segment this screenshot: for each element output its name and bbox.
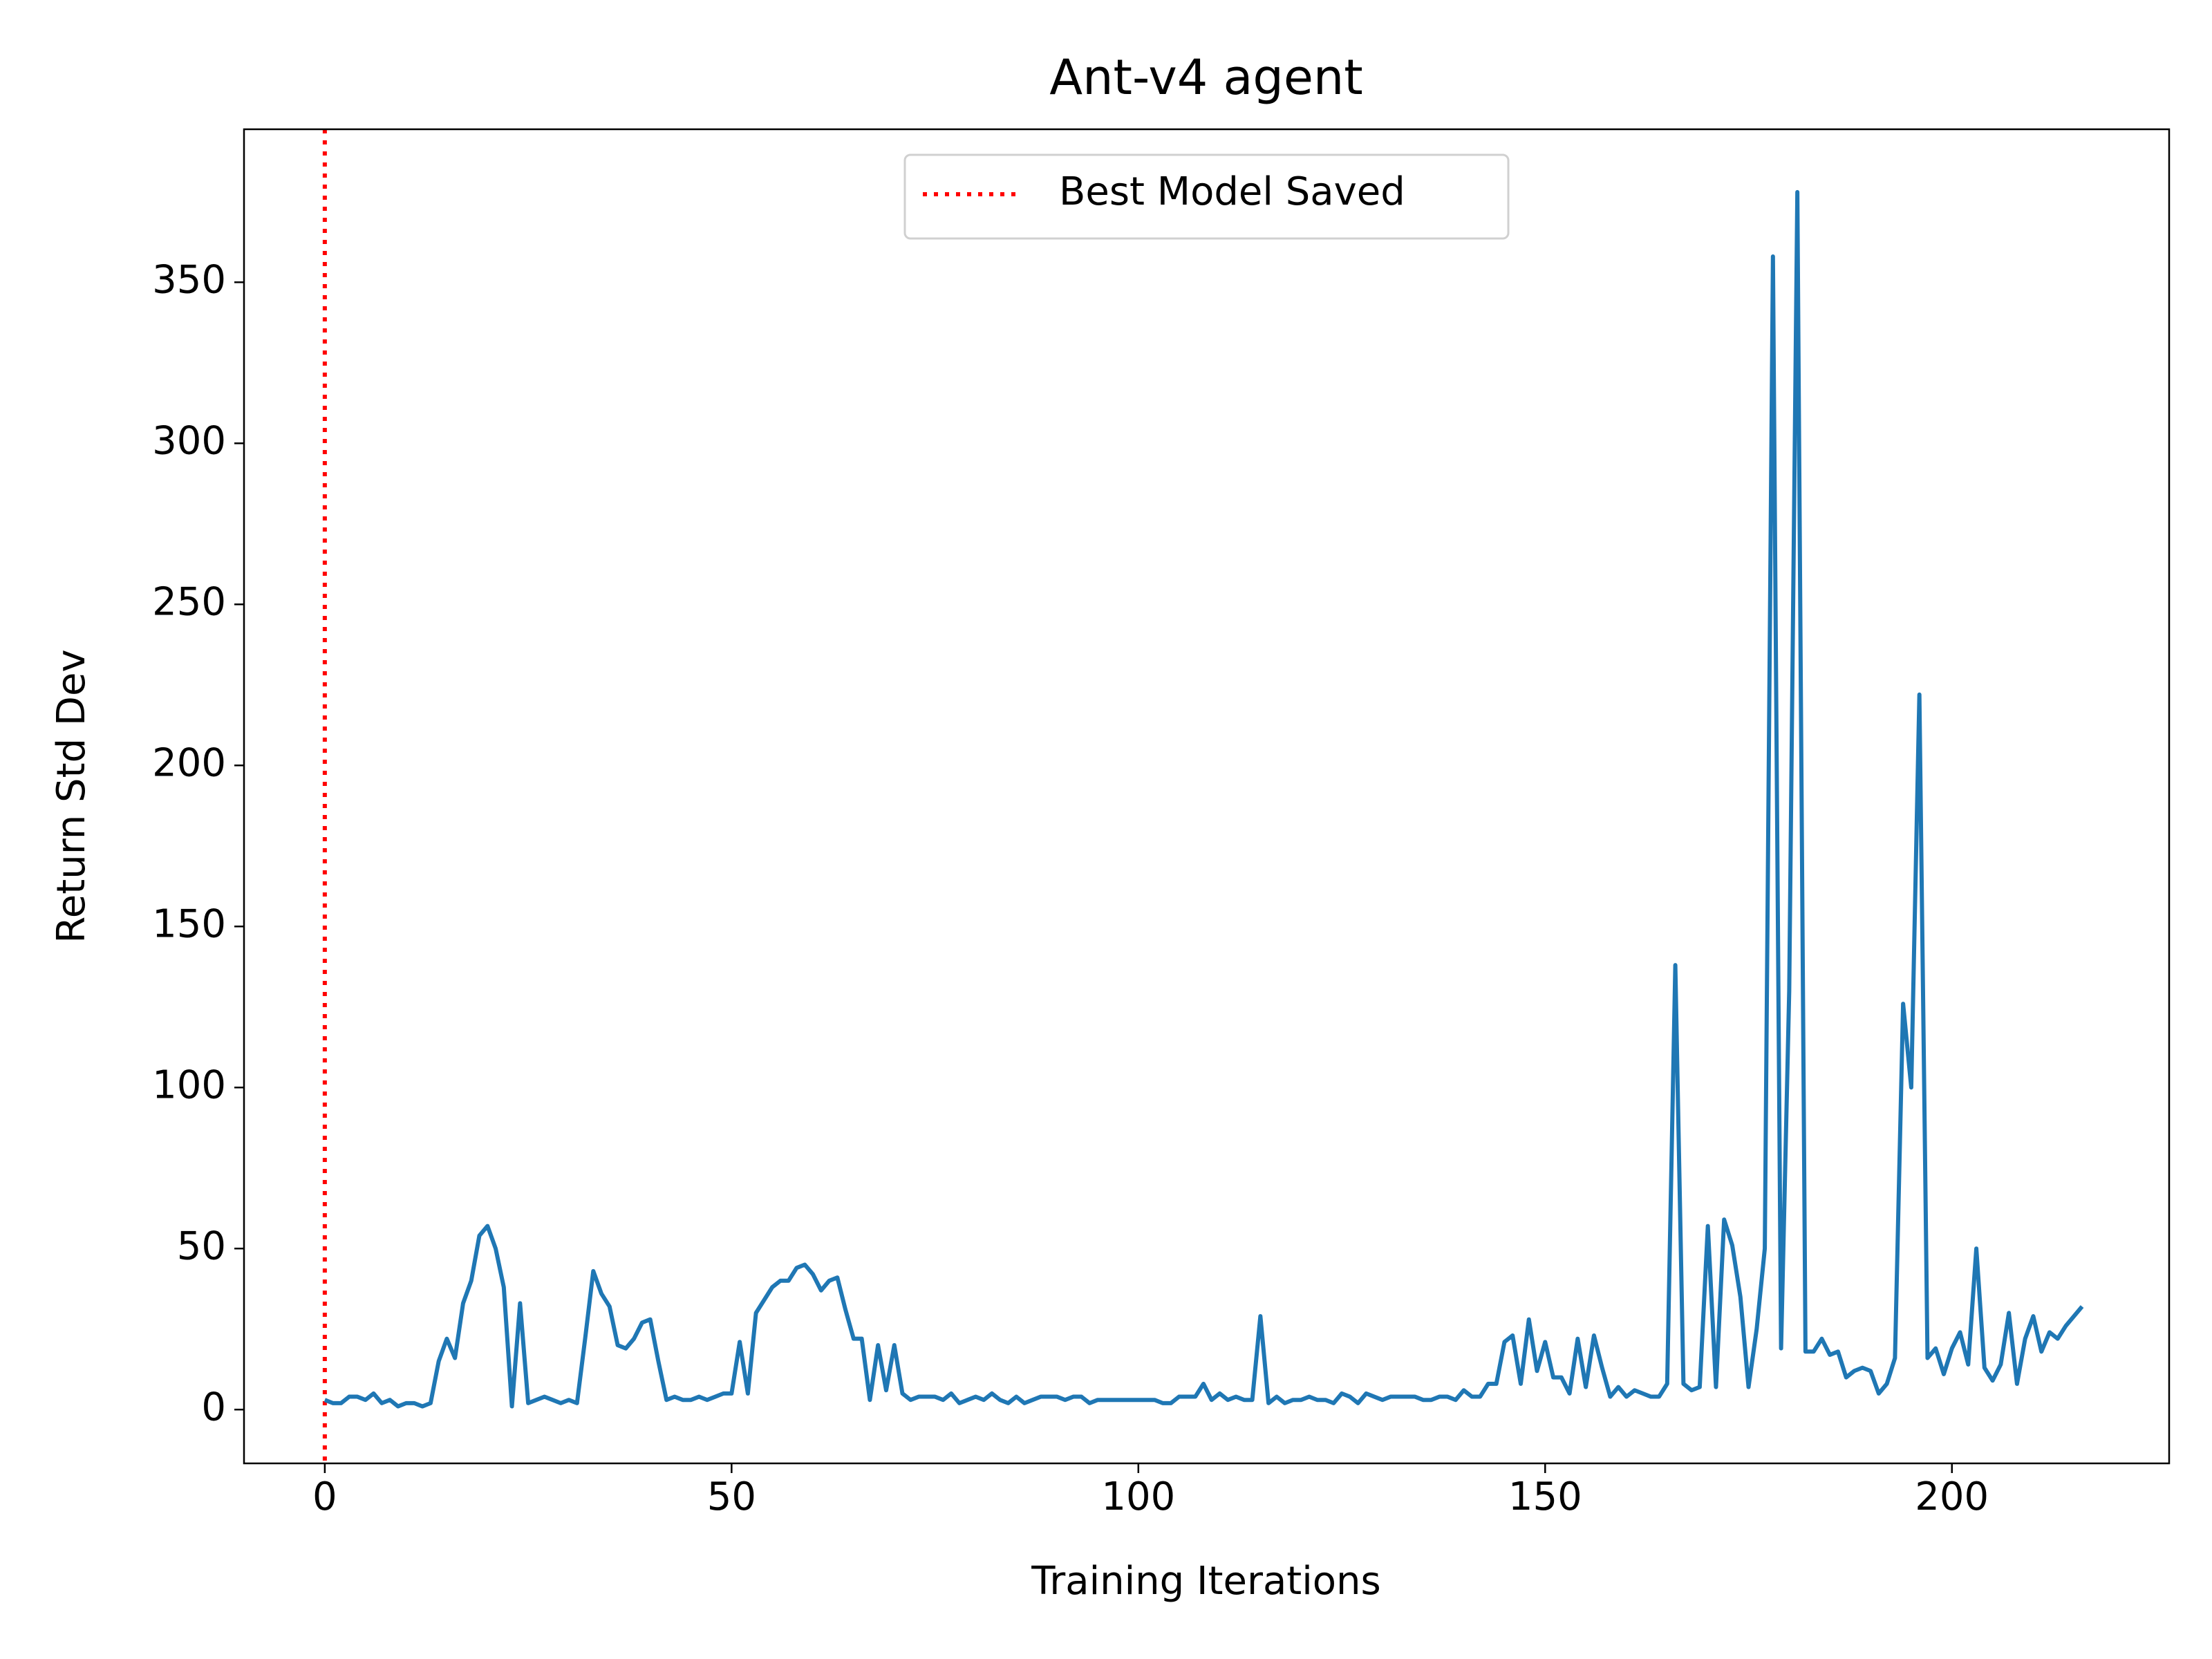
chart-title: Ant-v4 agent <box>1049 49 1363 106</box>
legend-box <box>903 153 1510 240</box>
y-tick-label: 200 <box>152 740 226 785</box>
legend-label: Best Model Saved <box>1059 169 1405 214</box>
x-tick-label: 150 <box>1508 1474 1582 1519</box>
legend: Best Model Saved <box>903 153 1510 240</box>
x-tick-label: 50 <box>707 1474 756 1519</box>
x-tick-label: 100 <box>1101 1474 1175 1519</box>
y-tick-label: 50 <box>177 1224 226 1268</box>
y-tick-label: 0 <box>201 1385 226 1430</box>
y-tick-label: 350 <box>152 257 226 302</box>
y-tick-label: 100 <box>152 1062 226 1107</box>
x-tick-label: 0 <box>312 1474 337 1519</box>
y-tick-label: 300 <box>152 418 226 463</box>
x-tick-label: 200 <box>1915 1474 1989 1519</box>
data-line <box>324 189 2084 1409</box>
y-tick-label: 150 <box>152 901 226 946</box>
y-axis-label: Return Std Dev <box>49 649 94 943</box>
x-axis-label: Training Iterations <box>1031 1559 1380 1604</box>
y-tick-label: 250 <box>152 579 226 624</box>
plot-frame <box>243 128 2171 1465</box>
